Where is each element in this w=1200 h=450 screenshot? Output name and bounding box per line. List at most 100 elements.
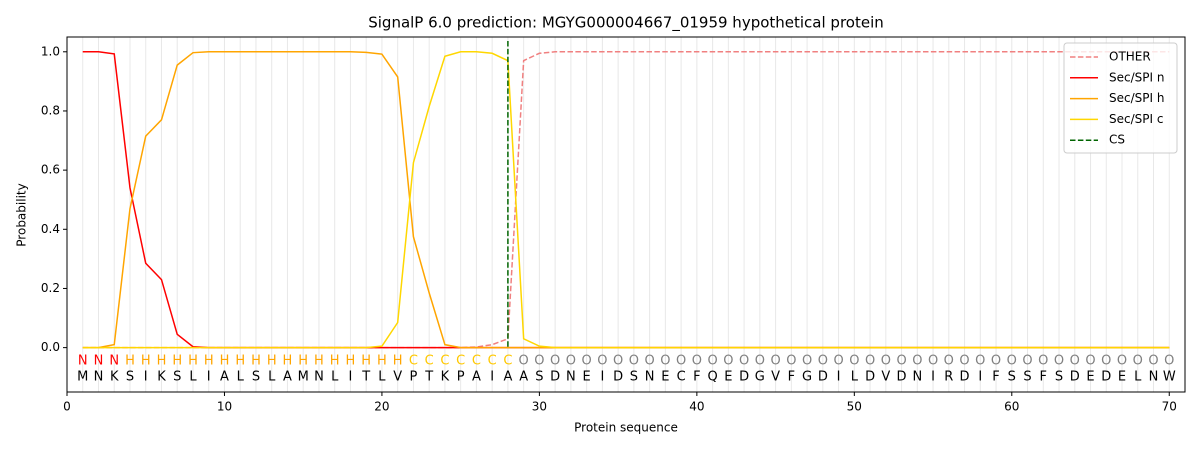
residue: N [314, 370, 324, 385]
residue: S [252, 370, 260, 385]
region-label: H [330, 354, 340, 369]
y-tick-label: 0.4 [41, 222, 60, 236]
residue: I [600, 370, 604, 385]
residue: D [865, 370, 875, 385]
residue: S [630, 370, 638, 385]
residue: E [1086, 370, 1094, 385]
residue: S [1055, 370, 1063, 385]
region-label: O [1070, 354, 1080, 369]
x-tick-label: 60 [1004, 400, 1019, 414]
region-label: H [377, 354, 387, 369]
plot-frame [66, 36, 1186, 393]
residue: V [881, 370, 890, 385]
region-label: O [597, 354, 607, 369]
y-tick-label: 0.2 [41, 281, 60, 295]
residue: N [94, 370, 104, 385]
region-label: O [1022, 354, 1032, 369]
region-label: O [629, 354, 639, 369]
residue: D [1070, 370, 1080, 385]
residue: R [944, 370, 953, 385]
residue: I [144, 370, 148, 385]
y-axis-label: Probability [15, 183, 29, 246]
region-label: C [409, 354, 418, 369]
residue: K [110, 370, 119, 385]
region-label: O [928, 354, 938, 369]
legend-label: Sec/SPI h [1109, 91, 1164, 105]
region-label: C [456, 354, 465, 369]
region-label: O [692, 354, 702, 369]
residue: G [802, 370, 812, 385]
x-tick-label: 30 [532, 400, 547, 414]
region-label: O [566, 354, 576, 369]
residue: N [645, 370, 655, 385]
region-label: O [707, 354, 717, 369]
region-label: O [755, 354, 765, 369]
residue: D [613, 370, 623, 385]
region-label: O [881, 354, 891, 369]
residue: F [992, 370, 999, 385]
region-label: O [1054, 354, 1064, 369]
region-label: N [78, 354, 88, 369]
residue: V [393, 370, 402, 385]
x-tick-label: 40 [689, 400, 704, 414]
region-label: O [865, 354, 875, 369]
residue: V [771, 370, 780, 385]
residue: N [566, 370, 576, 385]
legend-label: CS [1109, 133, 1125, 147]
legend-box [1063, 42, 1178, 154]
region-label: O [1101, 354, 1111, 369]
region-label: H [361, 354, 371, 369]
region-label: O [833, 354, 843, 369]
y-tick-label: 0.8 [41, 103, 60, 117]
residue: L [237, 370, 245, 385]
residue: S [1008, 370, 1016, 385]
residue: L [1134, 370, 1142, 385]
x-tick-label: 10 [217, 400, 232, 414]
region-label: O [770, 354, 780, 369]
region-label: O [912, 354, 922, 369]
series-line [82, 51, 1170, 349]
region-label: C [425, 354, 434, 369]
region-label: C [440, 354, 449, 369]
residue: D [897, 370, 907, 385]
residue: L [378, 370, 386, 385]
residue: A [472, 370, 481, 385]
residue: I [931, 370, 935, 385]
region-label: H [283, 354, 293, 369]
region-label: O [739, 354, 749, 369]
region-label: H [298, 354, 308, 369]
region-label: O [550, 354, 560, 369]
region-label: H [141, 354, 151, 369]
region-label: O [582, 354, 592, 369]
residue: T [424, 370, 433, 385]
residue: F [693, 370, 700, 385]
region-label: O [944, 354, 954, 369]
region-label: H [235, 354, 245, 369]
residue: K [441, 370, 450, 385]
region-label: O [660, 354, 670, 369]
region-label: C [503, 354, 512, 369]
residue: I [490, 370, 494, 385]
legend-label: Sec/SPI n [1109, 70, 1164, 84]
region-label: O [645, 354, 655, 369]
residue: D [818, 370, 828, 385]
residue: A [519, 370, 528, 385]
x-tick-label: 50 [847, 400, 862, 414]
x-tick-label: 0 [63, 400, 71, 414]
residue: K [157, 370, 166, 385]
region-label: H [346, 354, 356, 369]
region-label: C [488, 354, 497, 369]
residue: E [661, 370, 669, 385]
residue: D [1101, 370, 1111, 385]
series-line [82, 51, 1170, 349]
residue: L [851, 370, 859, 385]
residue: I [837, 370, 841, 385]
residue: A [503, 370, 512, 385]
residue: I [349, 370, 353, 385]
residue: S [535, 370, 543, 385]
region-label: O [975, 354, 985, 369]
y-tick-label: 0.6 [41, 163, 60, 177]
region-label: H [251, 354, 261, 369]
region-label: H [393, 354, 403, 369]
